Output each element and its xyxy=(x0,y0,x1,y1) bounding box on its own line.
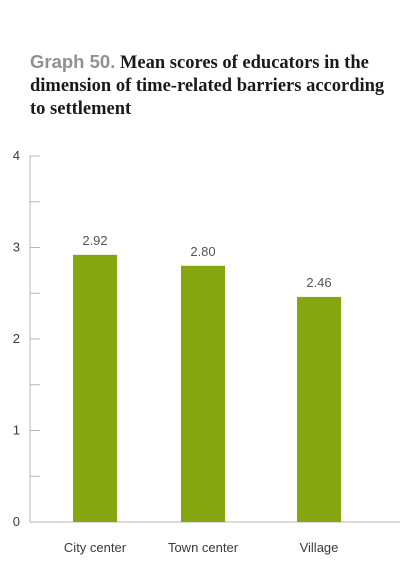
x-category-label: City center xyxy=(64,540,127,555)
y-tick-label: 2 xyxy=(13,331,20,346)
x-category-label: Village xyxy=(300,540,339,555)
bar-village xyxy=(297,296,341,522)
bar-value-label: 2.80 xyxy=(190,244,215,259)
y-tick-label: 0 xyxy=(13,514,20,529)
chart-title: Graph 50. Mean scores of educators in th… xyxy=(30,50,390,121)
bar-city-center xyxy=(73,254,117,522)
chart-title-text: Mean scores of educators in the dimensio… xyxy=(30,53,385,119)
y-tick-label: 3 xyxy=(13,240,20,255)
x-category-label: Town center xyxy=(168,540,239,555)
bars xyxy=(73,254,341,522)
y-tick-label: 1 xyxy=(13,423,20,438)
bar-town-center xyxy=(181,265,225,522)
labels: 2.92 City center 2.80 Town center 2.46 Villag… xyxy=(64,233,338,555)
bar-value-label: 2.92 xyxy=(82,233,107,248)
chart-title-prefix: Graph 50. xyxy=(30,51,116,72)
bar-value-label: 2.46 xyxy=(306,275,331,290)
y-tick-label: 4 xyxy=(13,148,20,163)
